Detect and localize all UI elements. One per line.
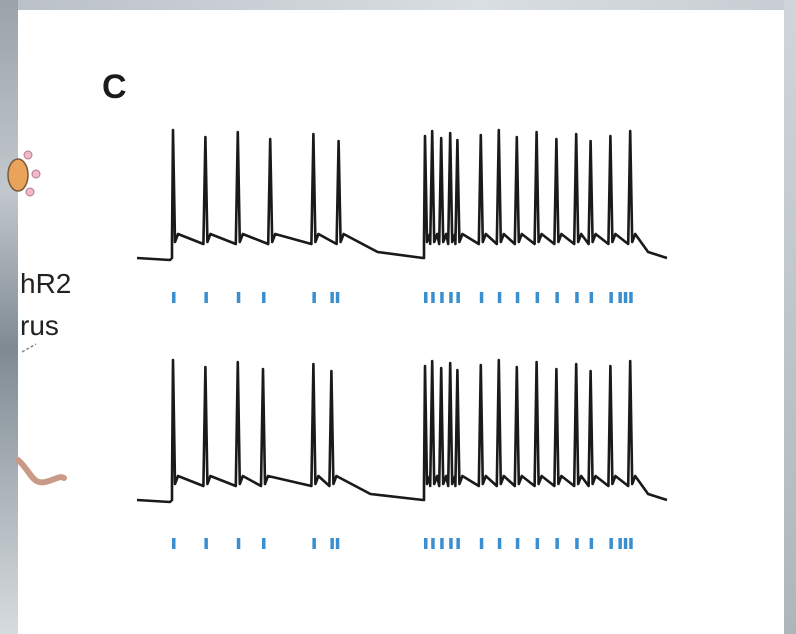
stimulus-tick (609, 538, 613, 549)
stimulus-tick (535, 292, 540, 303)
stimulus-tick (623, 292, 628, 303)
neuron-body (7, 158, 29, 192)
figure-panel (18, 10, 784, 634)
stimulus-tick (629, 538, 633, 549)
neuron-knob (31, 169, 41, 179)
stimulus-tick (440, 292, 444, 303)
pointer-line (21, 343, 37, 353)
stimulus-tick (618, 292, 622, 303)
stimulus-tick (330, 538, 334, 549)
stimulus-tick (497, 292, 502, 303)
stimulus-tick (535, 538, 540, 549)
stimulus-tick (204, 292, 208, 303)
stimulus-tick (555, 538, 559, 549)
stimulus-tick (262, 538, 266, 549)
stimulus-tick (204, 538, 208, 549)
stimulus-tick (172, 292, 176, 303)
membrane-trace-2 (136, 358, 668, 504)
stimulus-tick (497, 538, 502, 549)
stimulus-tick (456, 292, 460, 303)
stimulus-tick (623, 538, 628, 549)
background-left-strip (0, 0, 18, 634)
traces-group (136, 128, 668, 549)
stimulus-tick (431, 538, 435, 549)
neuron-knob (23, 150, 33, 160)
background-top-strip (0, 0, 796, 10)
stimulus-tick (609, 292, 613, 303)
stimulus-tick (440, 538, 444, 549)
stimulus-tick (555, 292, 559, 303)
panel-label: C (102, 68, 127, 106)
stimulus-tick (312, 538, 316, 549)
side-text-line-2: rus (20, 310, 59, 341)
stimulus-tick (456, 538, 460, 549)
stimulus-tick (515, 292, 520, 303)
stimulus-tick (479, 538, 484, 549)
stimulus-tick (575, 292, 579, 303)
stimulus-tick (515, 538, 520, 549)
neuron-illustration (7, 150, 41, 197)
stimulus-tick (431, 292, 435, 303)
stimulus-tick (449, 292, 453, 303)
stimulus-tick (449, 538, 453, 549)
stimulus-tick (262, 292, 266, 303)
stimulus-tick (479, 292, 484, 303)
stimulus-tick (424, 538, 428, 549)
background-right-strip (784, 0, 796, 634)
stimulus-tick (589, 538, 594, 549)
neuron-knob (25, 187, 35, 197)
tail-illustration (15, 457, 67, 486)
stimulus-tick (312, 292, 316, 303)
stimulus-tick (335, 538, 340, 549)
stimulus-tick (629, 292, 633, 303)
stimulus-tick (335, 292, 340, 303)
stimulus-tick (589, 292, 594, 303)
stimulus-tick (618, 538, 622, 549)
side-text-line-1: hR2 (20, 268, 72, 299)
stimulus-tick (330, 292, 334, 303)
stimulus-tick (172, 538, 176, 549)
stimulus-tick (236, 292, 241, 303)
membrane-trace-1 (136, 128, 668, 262)
stimulus-tick (424, 292, 428, 303)
stimulus-tick (236, 538, 241, 549)
stimulus-tick (575, 538, 579, 549)
